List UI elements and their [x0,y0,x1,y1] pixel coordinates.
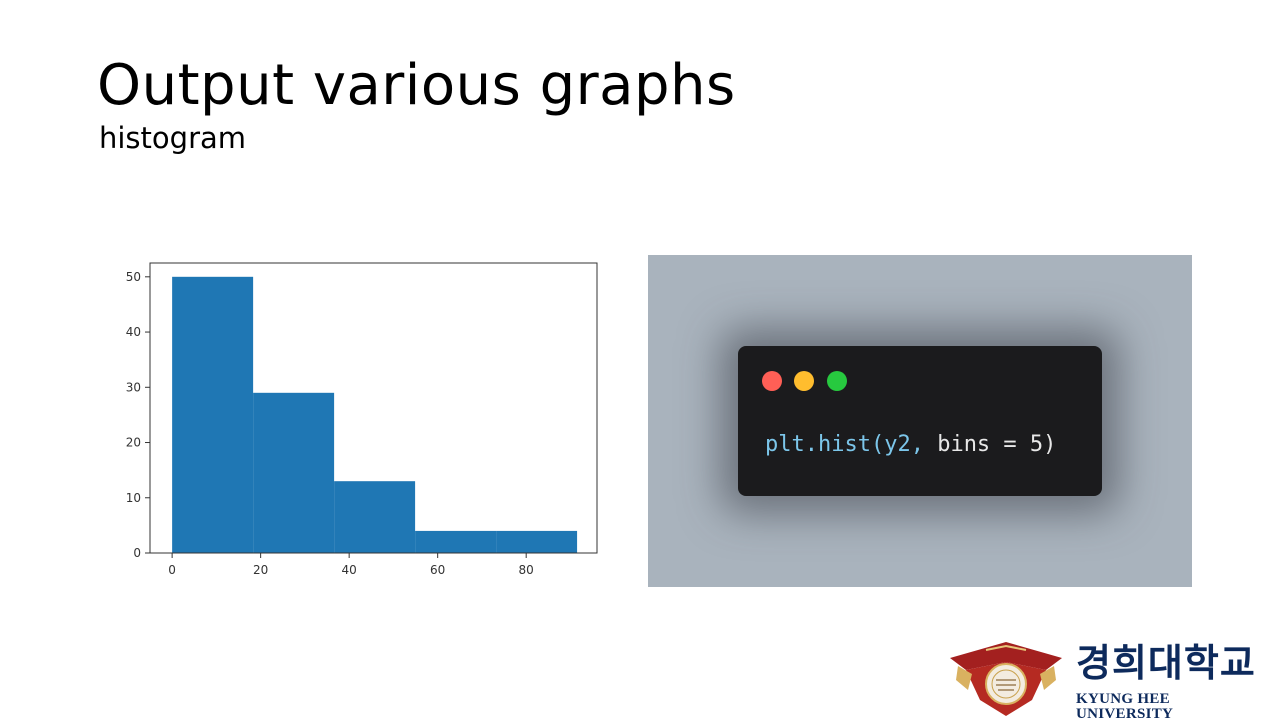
code-function: plt.hist(y2, [765,432,924,457]
histogram-bar-3 [415,530,497,553]
code-arguments: bins = 5) [923,432,1057,457]
y-tick-label: 50 [126,270,141,284]
y-tick-label: 0 [133,546,141,560]
histogram-bar-0 [172,276,254,553]
histogram-bar-2 [334,481,416,553]
code-panel: plt.hist(y2, bins = 5) [648,255,1192,587]
x-tick-label: 20 [253,563,268,577]
code-window: plt.hist(y2, bins = 5) [738,346,1102,496]
x-tick-label: 60 [430,563,445,577]
histogram-bar-4 [496,530,578,553]
university-logo: 경희대학교 KYUNG HEE UNIVERSITY [946,640,1268,722]
x-tick-label: 40 [342,563,357,577]
y-tick-label: 30 [126,380,141,394]
minimize-dot-icon [794,371,814,391]
close-dot-icon [762,371,782,391]
logo-korean-text: 경희대학교 [1076,641,1256,685]
university-seal-icon [950,642,1062,716]
histogram-bar-1 [253,392,335,553]
histogram-svg: 0 20 40 60 80 0 10 20 30 40 50 [126,262,598,577]
plot-frame [149,262,598,554]
slide-title: Output various graphs [97,53,736,118]
y-tick-label: 10 [126,491,141,505]
y-tick-label: 20 [126,436,141,450]
maximize-dot-icon [827,371,847,391]
x-tick-label: 80 [519,563,534,577]
slide-subtitle: histogram [99,121,247,155]
y-tick-label: 40 [126,325,141,339]
x-tick-label: 0 [168,563,176,577]
code-line: plt.hist(y2, bins = 5) [765,432,1056,457]
histogram-chart: 0 20 40 60 80 0 10 20 30 40 50 [110,252,610,592]
logo-english-text: KYUNG HEE UNIVERSITY [1076,691,1174,722]
